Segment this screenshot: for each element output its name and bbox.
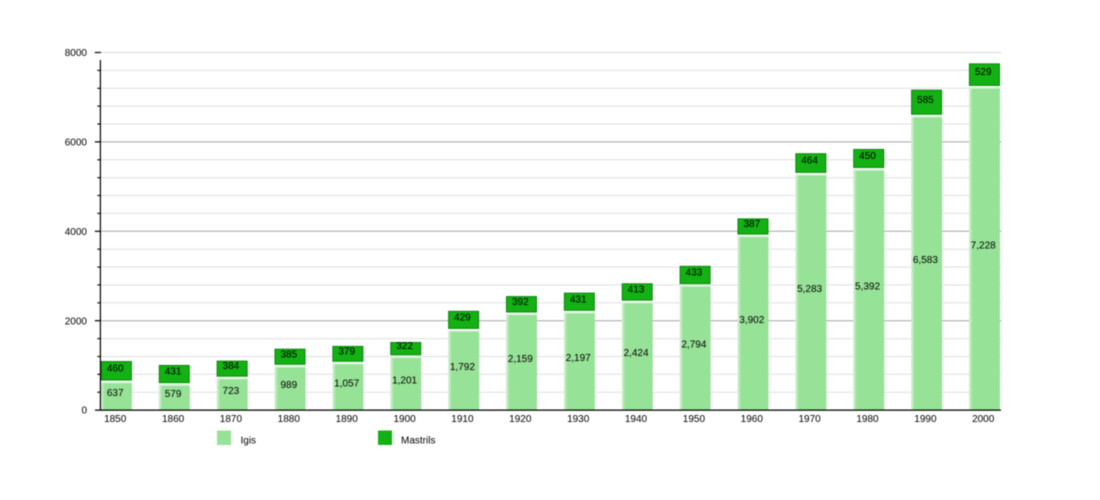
svg-text:637: 637 (107, 388, 124, 399)
svg-text:384: 384 (223, 361, 240, 372)
svg-text:433: 433 (686, 268, 703, 279)
svg-text:6000: 6000 (65, 138, 88, 149)
svg-text:8000: 8000 (65, 48, 88, 59)
svg-text:1880: 1880 (278, 414, 301, 425)
svg-text:Igis: Igis (241, 436, 257, 447)
svg-text:1870: 1870 (220, 414, 243, 425)
svg-text:1950: 1950 (683, 414, 706, 425)
svg-text:413: 413 (628, 285, 645, 296)
svg-text:1850: 1850 (104, 414, 127, 425)
svg-text:5,283: 5,283 (797, 284, 822, 295)
svg-text:1,792: 1,792 (450, 362, 475, 373)
svg-text:579: 579 (165, 389, 182, 400)
svg-text:431: 431 (165, 367, 182, 378)
svg-text:1,057: 1,057 (334, 379, 359, 390)
svg-text:5,392: 5,392 (855, 282, 880, 293)
svg-text:1970: 1970 (798, 414, 821, 425)
svg-text:3,902: 3,902 (739, 315, 764, 326)
svg-text:7,228: 7,228 (971, 241, 996, 252)
svg-text:392: 392 (512, 297, 529, 308)
svg-text:2000: 2000 (65, 316, 88, 327)
svg-text:2,794: 2,794 (681, 340, 706, 351)
svg-text:429: 429 (454, 312, 471, 323)
svg-text:1960: 1960 (741, 414, 764, 425)
svg-text:1940: 1940 (625, 414, 648, 425)
svg-text:989: 989 (280, 380, 297, 391)
svg-text:1890: 1890 (336, 414, 359, 425)
svg-text:4000: 4000 (65, 227, 88, 238)
svg-text:464: 464 (801, 156, 818, 167)
svg-text:Mastrils: Mastrils (401, 436, 435, 447)
svg-text:1900: 1900 (393, 414, 416, 425)
svg-text:387: 387 (743, 219, 760, 230)
svg-text:529: 529 (975, 67, 992, 78)
svg-text:450: 450 (859, 151, 876, 162)
svg-text:1990: 1990 (914, 414, 937, 425)
svg-text:460: 460 (107, 363, 124, 374)
svg-text:2,197: 2,197 (566, 353, 591, 364)
svg-text:2,159: 2,159 (508, 354, 533, 365)
svg-text:1980: 1980 (856, 414, 879, 425)
svg-text:0: 0 (81, 406, 87, 417)
svg-text:379: 379 (338, 346, 355, 357)
svg-text:1930: 1930 (567, 414, 590, 425)
svg-text:1860: 1860 (162, 414, 185, 425)
svg-text:431: 431 (570, 294, 587, 305)
svg-text:2000: 2000 (972, 414, 995, 425)
svg-text:585: 585 (917, 95, 934, 106)
svg-text:385: 385 (280, 349, 297, 360)
svg-text:6,583: 6,583 (913, 255, 938, 266)
svg-text:322: 322 (396, 341, 413, 352)
svg-text:1,201: 1,201 (392, 375, 417, 386)
svg-text:2,424: 2,424 (623, 348, 648, 359)
svg-text:723: 723 (223, 386, 240, 397)
svg-text:1920: 1920 (509, 414, 532, 425)
svg-text:1910: 1910 (451, 414, 474, 425)
